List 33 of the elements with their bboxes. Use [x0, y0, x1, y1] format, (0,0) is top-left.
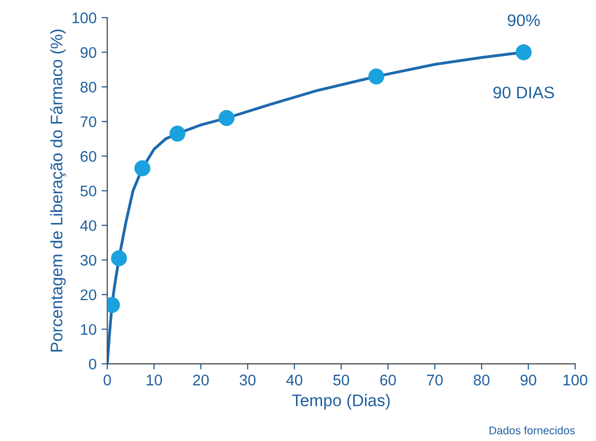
point — [169, 126, 186, 142]
y-axis-title: Porcentagem de Liberação do Fármaco (%) — [50, 30, 66, 352]
point — [111, 250, 127, 266]
x-tick-label: 30 — [240, 374, 256, 386]
y-tick-label: 80 — [80, 82, 96, 93]
y-tick-label: 90 — [80, 47, 96, 58]
y-tick-label: 10 — [81, 324, 96, 335]
x-tick-label: 80 — [474, 374, 490, 386]
x-axis-title: Tempo (Dias) — [292, 394, 390, 410]
x-tick-label: 0 — [104, 374, 111, 386]
point — [516, 44, 532, 60]
y-tick-label: 60 — [80, 150, 96, 162]
y-tick-label: 0 — [88, 358, 96, 370]
y-tick-label: 100 — [72, 12, 96, 24]
y-tick-label: 70 — [80, 116, 96, 128]
y-tick-label: 50 — [80, 186, 96, 196]
x-tick-label: 100 — [564, 374, 588, 386]
text: Dados fornecidos — [490, 426, 575, 434]
annotation: 90 DIAS — [493, 86, 554, 98]
x-tick-label: 60 — [380, 374, 396, 386]
point — [134, 160, 150, 176]
x-tick-label: 20 — [193, 374, 209, 386]
point — [368, 68, 384, 84]
y-tick-label: 20 — [80, 289, 96, 300]
x-tick-label: 50 — [333, 374, 350, 386]
x-tick-label: 10 — [146, 374, 162, 386]
y-tick-label: 30 — [80, 254, 96, 266]
annotation: 90% — [508, 14, 540, 26]
y-tick-label: 40 — [80, 220, 96, 232]
point — [218, 110, 235, 126]
x-tick-label: 40 — [286, 374, 302, 386]
x-tick-label: 90 — [520, 374, 536, 386]
x-tick-label: 70 — [427, 374, 443, 386]
